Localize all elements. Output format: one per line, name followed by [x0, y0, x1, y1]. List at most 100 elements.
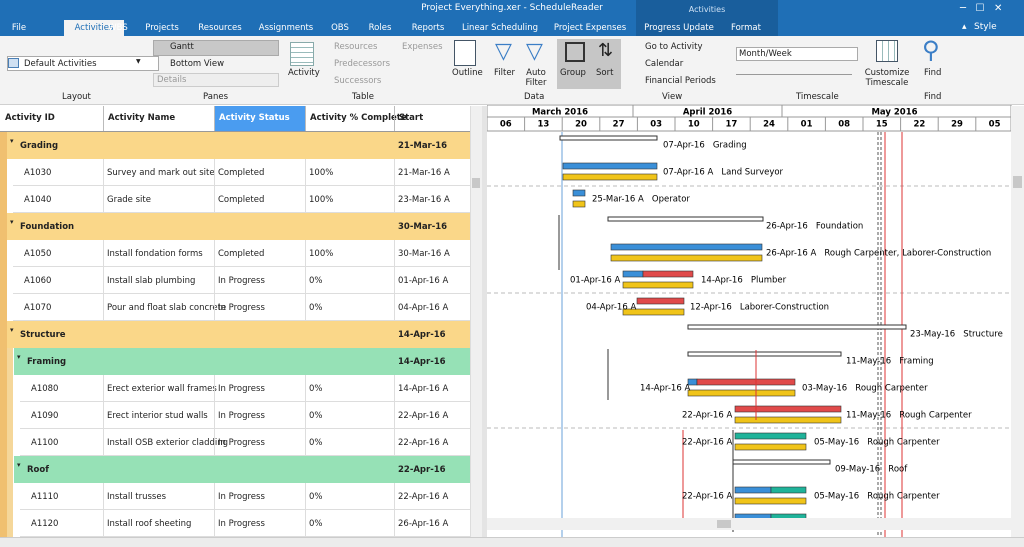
- button[interactable]: Activity: [288, 68, 320, 78]
- activity-bar: [573, 201, 585, 207]
- activity-bar: [735, 498, 806, 504]
- month-label: March 2016: [532, 108, 588, 118]
- slider: [736, 74, 852, 75]
- style-menu[interactable]: Style: [974, 22, 997, 32]
- cell: 04-Apr-16 A: [398, 303, 448, 313]
- cell-divider: [214, 510, 215, 537]
- cell: A1110: [31, 492, 58, 502]
- column-header[interactable]: Activity ID: [5, 113, 55, 123]
- button[interactable]: Customize Timescale: [864, 68, 910, 88]
- help[interactable]: ▴: [962, 22, 967, 32]
- bar-label: 11-May-16 Framing: [846, 357, 934, 367]
- cell: In Progress: [218, 384, 265, 394]
- icon: ▽: [495, 40, 512, 64]
- group-label: Timescale: [796, 92, 839, 102]
- activity-bar: [643, 271, 693, 277]
- week-label: 29: [951, 120, 963, 130]
- window-title: Project Everything.xer - ScheduleReader: [0, 3, 1024, 13]
- bar-label: 26-Apr-16 A Rough Carpenter, Laborer-Con…: [766, 249, 991, 259]
- gantt: March 2016April 2016May 2016061320270310…: [487, 105, 1024, 537]
- button[interactable]: Calendar: [645, 59, 683, 69]
- splitter[interactable]: [482, 106, 487, 537]
- button[interactable]: Outline: [452, 68, 483, 78]
- cell: In Progress: [218, 411, 265, 421]
- cell: 100%: [309, 249, 333, 259]
- icon: [290, 42, 314, 66]
- button[interactable]: Expenses: [402, 42, 443, 52]
- expander[interactable]: ▾: [17, 353, 21, 361]
- cell-divider: [103, 375, 104, 402]
- bar-label: 07-Apr-16 Grading: [663, 141, 747, 151]
- h-scroll-thumb: [717, 520, 731, 528]
- button[interactable]: Go to Activity: [645, 42, 703, 52]
- button[interactable]: Predecessors: [334, 59, 390, 69]
- context-tab-label: Activities: [636, 5, 778, 14]
- activity-bar: [611, 255, 762, 261]
- expander[interactable]: ▾: [10, 326, 14, 334]
- cell-divider: [103, 429, 104, 456]
- cell: Install fondation forms: [107, 249, 203, 259]
- dropdown-text[interactable]: Default Activities: [24, 59, 97, 69]
- month-label: April 2016: [683, 108, 732, 118]
- scroll-thumb[interactable]: [1013, 176, 1022, 188]
- button[interactable]: Auto Filter: [518, 68, 554, 88]
- group-name: Structure: [20, 330, 66, 340]
- cell: A1060: [24, 276, 51, 286]
- group-name: Foundation: [20, 222, 74, 232]
- cell-divider: [103, 159, 104, 186]
- week-label: 27: [613, 120, 625, 130]
- cell: A1070: [24, 303, 51, 313]
- pane-text[interactable]: Bottom View: [170, 59, 224, 69]
- button[interactable]: Resources: [334, 42, 377, 52]
- cell-divider: [305, 483, 306, 510]
- tab[interactable]: Format: [696, 23, 796, 33]
- column-header[interactable]: Start: [399, 113, 423, 123]
- cell: 01-Apr-16 A: [398, 276, 448, 286]
- tab[interactable]: Linear Scheduling: [450, 23, 550, 33]
- tab[interactable]: Project Expenses: [540, 23, 640, 33]
- activity-bar: [735, 444, 806, 450]
- button[interactable]: Financial Periods: [645, 76, 716, 86]
- button[interactable]: Find: [924, 68, 941, 78]
- cell-divider: [305, 429, 306, 456]
- cell: A1090: [31, 411, 58, 421]
- expander[interactable]: ▾: [10, 218, 14, 226]
- activity-bar: [623, 271, 643, 277]
- cell: In Progress: [218, 276, 265, 286]
- cell: Completed: [218, 195, 264, 205]
- cell: In Progress: [218, 438, 265, 448]
- cell-divider: [214, 402, 215, 429]
- bar-label: 04-Apr-16 A: [586, 303, 636, 313]
- button[interactable]: Group: [560, 68, 586, 78]
- button[interactable]: Successors: [334, 76, 381, 86]
- window-controls[interactable]: ─ ☐ ✕: [960, 3, 1002, 14]
- expander[interactable]: ▾: [17, 461, 21, 469]
- expander[interactable]: ▾: [10, 137, 14, 145]
- column-header[interactable]: Activity Status: [219, 113, 290, 123]
- column-divider: [103, 106, 104, 131]
- column-header[interactable]: Activity Name: [108, 113, 175, 123]
- summary-bar: [608, 217, 763, 221]
- bar-label: 22-Apr-16 A: [682, 492, 732, 502]
- activity-bar: [697, 379, 795, 385]
- icon: ⇅: [598, 40, 613, 61]
- group-label: Find: [924, 92, 941, 102]
- scrollbar[interactable]: [1011, 106, 1024, 537]
- cell-divider: [305, 510, 306, 537]
- scroll-thumb[interactable]: [472, 178, 480, 188]
- group-name: Grading: [20, 141, 58, 151]
- button[interactable]: Filter: [494, 68, 515, 78]
- dropdown-arrow: ▼: [136, 58, 141, 65]
- pane-text[interactable]: Details: [157, 75, 186, 85]
- group-label: Panes: [203, 92, 228, 102]
- column-header[interactable]: Activity % Complete: [310, 113, 407, 123]
- dropdown-text[interactable]: Month/Week: [739, 49, 792, 59]
- button[interactable]: Sort: [596, 68, 613, 78]
- outline-strip: [7, 348, 13, 537]
- cell: 26-Apr-16 A: [398, 519, 448, 529]
- pane-text[interactable]: Gantt: [170, 42, 194, 52]
- cell-divider: [394, 267, 395, 294]
- h-scrollbar[interactable]: [487, 518, 1011, 530]
- cell-divider: [394, 240, 395, 267]
- cell-divider: [103, 186, 104, 213]
